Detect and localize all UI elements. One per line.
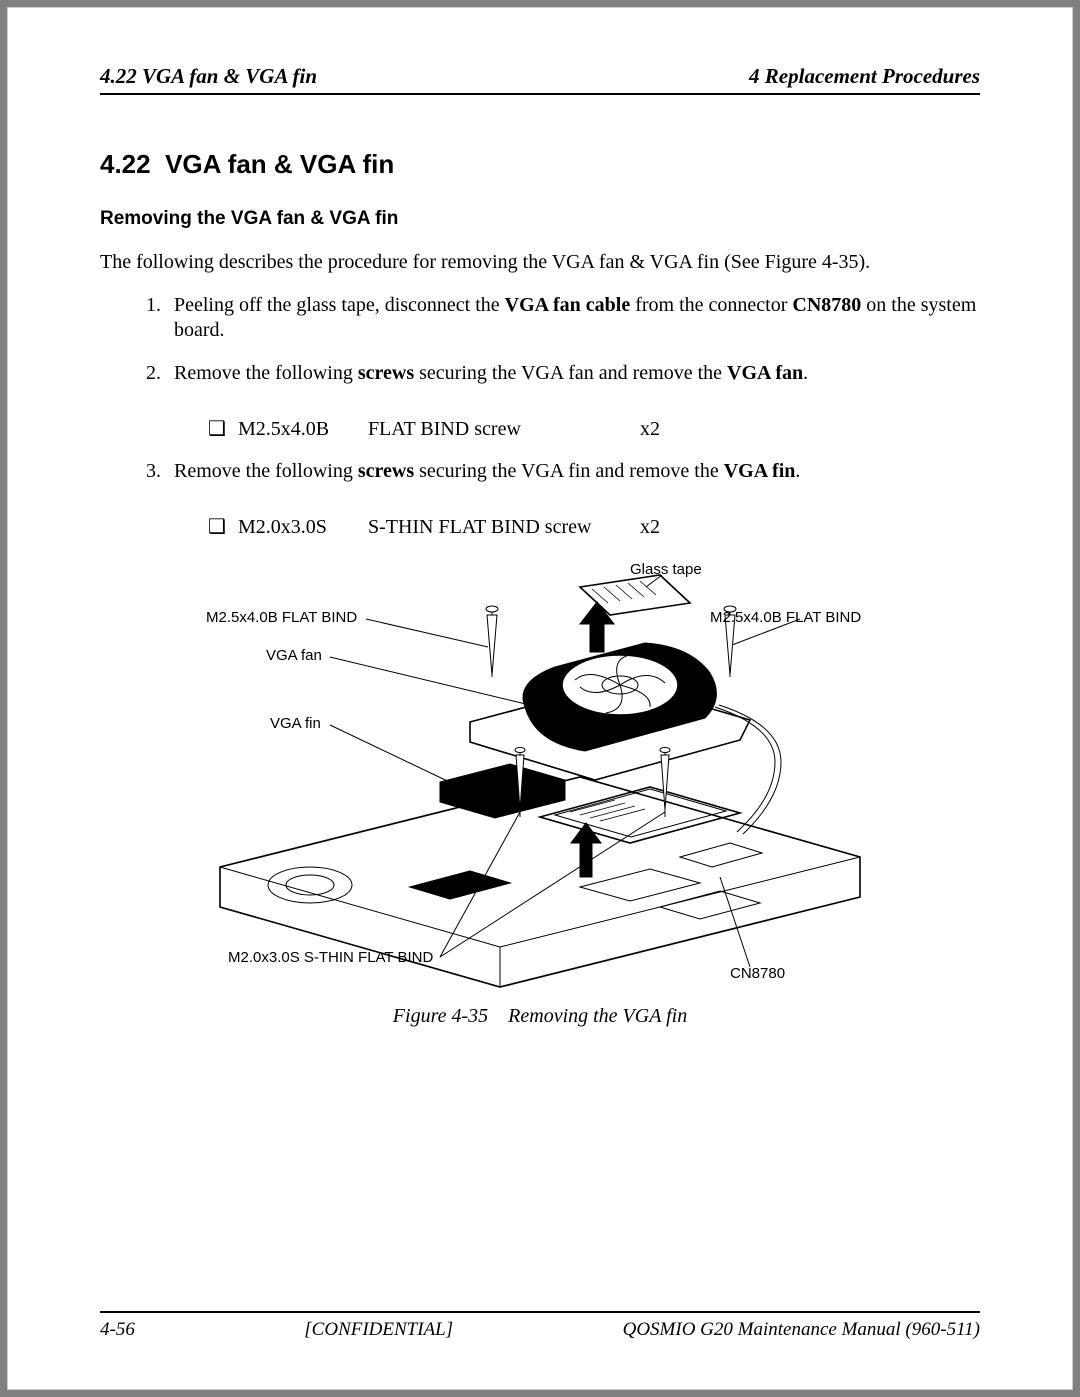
section-heading: 4.22 VGA fan & VGA fin — [100, 149, 980, 180]
figure-caption: Figure 4-35 Removing the VGA fin — [100, 1005, 980, 1028]
step-1: Peeling off the glass tape, disconnect t… — [166, 293, 980, 343]
footer-center: [CONFIDENTIAL] — [304, 1319, 453, 1341]
figure-caption-text: Removing the VGA fin — [508, 1005, 687, 1027]
screw-spec-1: ❑ M2.5x4.0B FLAT BIND screw x2 — [208, 418, 980, 441]
header-left: 4.22 VGA fan & VGA fin — [100, 64, 317, 89]
section-number: 4.22 — [100, 149, 151, 179]
callout-m20: M2.0x3.0S S-THIN FLAT BIND — [228, 949, 433, 966]
figure-4-35: Glass tape M2.5x4.0B FLAT BIND M2.5x4.0B… — [160, 557, 920, 997]
callout-vga-fan: VGA fan — [266, 647, 322, 664]
intro-paragraph: The following describes the procedure fo… — [100, 250, 980, 275]
footer-right: QOSMIO G20 Maintenance Manual (960-511) — [623, 1319, 980, 1341]
running-header: 4.22 VGA fan & VGA fin 4 Replacement Pro… — [100, 64, 980, 95]
step-2: Remove the following screws securing the… — [166, 361, 980, 386]
procedure-list: Peeling off the glass tape, disconnect t… — [100, 293, 980, 404]
callout-cn8780: CN8780 — [730, 965, 785, 982]
checkbox-icon: ❑ — [208, 517, 226, 537]
footer-page: 4-56 — [100, 1319, 135, 1341]
figure-caption-label: Figure 4-35 — [393, 1005, 488, 1027]
header-right: 4 Replacement Procedures — [749, 64, 980, 89]
screw-spec-2: ❑ M2.0x3.0S S-THIN FLAT BIND screw x2 — [208, 516, 980, 539]
step-3: Remove the following screws securing the… — [166, 459, 980, 484]
callout-m25-right: M2.5x4.0B FLAT BIND — [710, 609, 861, 626]
callout-glass-tape: Glass tape — [630, 561, 702, 578]
document-page: 4.22 VGA fan & VGA fin 4 Replacement Pro… — [8, 8, 1072, 1389]
callout-vga-fin: VGA fin — [270, 715, 321, 732]
running-footer: 4-56 [CONFIDENTIAL] QOSMIO G20 Maintenan… — [100, 1311, 980, 1341]
section-title: VGA fan & VGA fin — [165, 149, 394, 179]
procedure-list-cont: Remove the following screws securing the… — [100, 459, 980, 502]
callout-m25-left: M2.5x4.0B FLAT BIND — [206, 609, 357, 626]
subsection-heading: Removing the VGA fan & VGA fin — [100, 208, 980, 230]
checkbox-icon: ❑ — [208, 419, 226, 439]
